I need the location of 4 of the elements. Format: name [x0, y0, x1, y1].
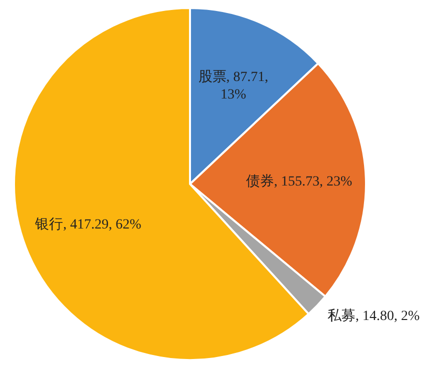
slice-label: 债券, 155.73, 23% [246, 174, 352, 190]
slice-label: 银行, 417.29, 62% [34, 216, 142, 232]
slice-label: 股票, 87.71, 13% [198, 69, 268, 103]
slice-label: 私募, 14.80, 2% [327, 308, 420, 324]
